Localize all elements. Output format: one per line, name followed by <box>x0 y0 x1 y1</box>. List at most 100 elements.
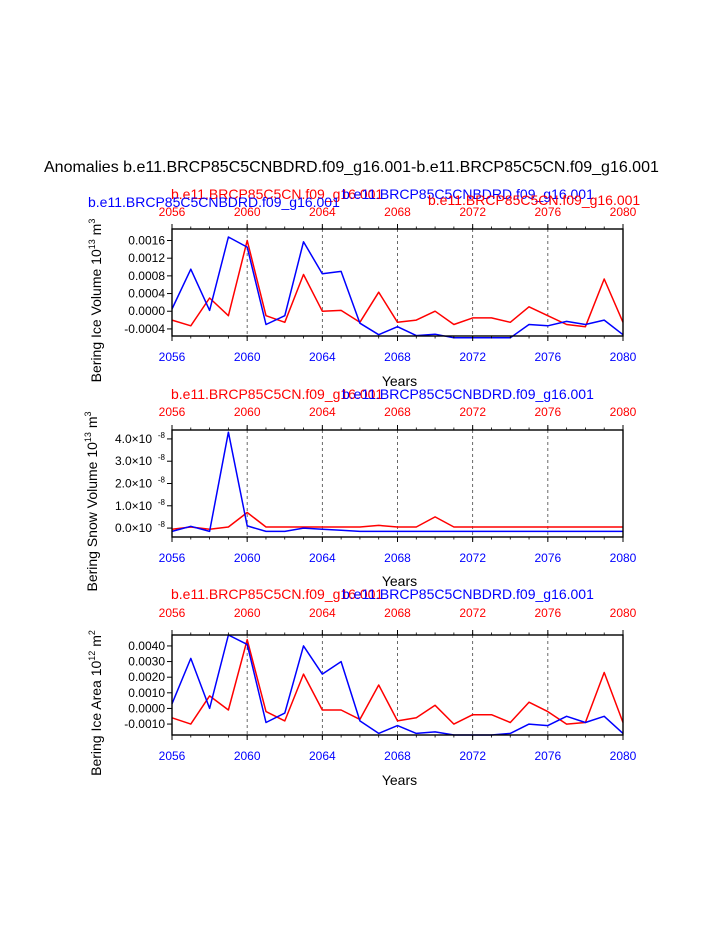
y-tick-label: 0.0008 <box>128 269 165 283</box>
x-tick-label-top: 2076 <box>534 205 561 219</box>
series-line-blue <box>171 431 623 533</box>
x-tick-label-top: 2056 <box>159 405 186 419</box>
y-tick-label: 0.0040 <box>128 639 165 653</box>
x-tick-label-top: 2080 <box>610 205 637 219</box>
y-tick-label: 0.0×10 <box>115 521 152 535</box>
y-axis-label-unit: m <box>88 224 104 236</box>
y-tick-label: 0.0016 <box>128 233 165 247</box>
x-tick-label-bottom: 2056 <box>159 551 186 565</box>
y-tick-exponent: -8 <box>158 498 166 507</box>
y-axis-label-main: Bering Ice Area 10 <box>88 660 104 775</box>
x-tick-label-bottom: 2072 <box>459 551 486 565</box>
panel-3: 2056 2056 2060 2060 2064 2064 2068 2068 2072 2072… <box>87 586 637 788</box>
y-axis-label: Bering Ice Volume 1013 m3 <box>87 219 104 383</box>
x-tick-label-top: 2064 <box>309 606 336 620</box>
series-line-red <box>171 511 623 530</box>
blue-series-label-top: b.e11.BRCP85C5CNBDRD.f09_g16.001 <box>342 186 594 202</box>
x-tick-label-top: 2076 <box>534 405 561 419</box>
x-axis-label: Years <box>382 373 417 389</box>
y-axis-label-exp: 13 <box>87 239 97 249</box>
y-axis-label: Bering Snow Volume 1013 m3 <box>83 411 100 591</box>
x-tick-label-bottom: 2064 <box>309 551 336 565</box>
x-tick-label-bottom: 2060 <box>234 749 261 763</box>
blue-series-label: b.e11.BRCP85C5CNBDRD.f09_g16.001 <box>342 586 594 602</box>
y-tick-label: 0.0004 <box>128 287 165 301</box>
red-series-label: b.e11.BRCP85C5CN.f09_g16.001 <box>171 186 383 202</box>
y-axis-label-exp: 13 <box>83 432 93 442</box>
x-tick-label-top: 2076 <box>534 606 561 620</box>
x-tick-label-top: 2060 <box>234 205 261 219</box>
y-tick-mantissa: 1.0×10 <box>115 499 152 513</box>
y-axis-label-main: Bering Ice Volume 10 <box>88 249 104 382</box>
x-tick-label-top: 2072 <box>459 205 486 219</box>
blue-series-label: b.e11.BRCP85C5CNBDRD.f09_g16.001 <box>342 386 594 402</box>
x-tick-label-top: 2060 <box>234 405 261 419</box>
y-tick-exponent: -8 <box>158 453 166 462</box>
x-tick-label-top: 2080 <box>610 606 637 620</box>
panel-2: 2056 2056 2060 2060 2064 2064 2068 2068 2072 2072… <box>83 386 637 592</box>
y-tick-label: 0.0012 <box>128 251 165 265</box>
y-tick-label: -0.0010 <box>124 717 165 731</box>
series-line-red <box>171 638 624 725</box>
x-tick-label-bottom: 2056 <box>159 350 186 364</box>
x-tick-label-bottom: 2080 <box>610 350 637 364</box>
series-line-blue <box>171 634 624 736</box>
y-axis-label-unit-exp: 3 <box>87 219 97 224</box>
y-tick-label: 3.0×10 <box>115 454 152 468</box>
x-tick-label-bottom: 2060 <box>234 551 261 565</box>
x-tick-label-top: 2068 <box>384 606 411 620</box>
y-axis-label-unit-exp: 2 <box>87 630 97 635</box>
x-tick-label-bottom: 2064 <box>309 350 336 364</box>
y-tick-label: 0.0000 <box>128 701 165 715</box>
x-tick-label-bottom: 2080 <box>610 749 637 763</box>
x-tick-label-top: 2080 <box>610 405 637 419</box>
y-axis-label-main: Bering Snow Volume 10 <box>84 442 100 592</box>
x-tick-label-bottom: 2080 <box>610 551 637 565</box>
x-tick-label-top: 2064 <box>309 405 336 419</box>
x-tick-label-bottom: 2076 <box>534 551 561 565</box>
y-tick-label: 0.0030 <box>128 655 165 669</box>
x-tick-label-bottom: 2072 <box>459 749 486 763</box>
x-tick-label-top: 2068 <box>384 205 411 219</box>
x-tick-label-top: 2068 <box>384 405 411 419</box>
blue-series-label: b.e11.BRCP85C5CNBDRD.f09_g16.001 <box>88 194 340 210</box>
y-axis-label-unit-exp: 3 <box>83 411 93 416</box>
y-tick-exponent: -8 <box>158 520 166 529</box>
y-tick-exponent: -8 <box>158 431 166 440</box>
panel-1: 2056 2056 2060 2060 2064 2064 2068 2068 2072 2072… <box>87 186 640 389</box>
x-axis-label: Years <box>382 573 417 589</box>
y-tick-mantissa: 0.0×10 <box>115 521 152 535</box>
x-tick-label-bottom: 2072 <box>459 350 486 364</box>
y-tick-label: -0.0004 <box>124 322 165 336</box>
red-series-label: b.e11.BRCP85C5CN.f09_g16.001 <box>171 386 383 402</box>
x-tick-label-bottom: 2064 <box>309 749 336 763</box>
x-tick-label-top: 2072 <box>459 606 486 620</box>
x-tick-label-bottom: 2068 <box>384 551 411 565</box>
x-tick-label-bottom: 2068 <box>384 749 411 763</box>
y-tick-mantissa: 2.0×10 <box>115 477 152 491</box>
y-axis-label: Bering Ice Area 1012 m2 <box>87 630 104 776</box>
y-axis-label-unit: m <box>88 635 104 647</box>
x-axis-label: Years <box>382 772 417 788</box>
x-tick-label-top: 2056 <box>159 205 186 219</box>
x-tick-label-bottom: 2068 <box>384 350 411 364</box>
chart-title: Anomalies b.e11.BRCP85C5CNBDRD.f09_g16.0… <box>44 159 659 176</box>
x-tick-label-top: 2064 <box>309 205 336 219</box>
x-tick-label-bottom: 2076 <box>534 749 561 763</box>
y-tick-label: 4.0×10 <box>115 432 152 446</box>
y-axis-label-unit: m <box>84 417 100 429</box>
x-tick-label-top: 2056 <box>159 606 186 620</box>
y-tick-label: 0.0010 <box>128 686 165 700</box>
x-tick-label-top: 2072 <box>459 405 486 419</box>
x-tick-label-bottom: 2060 <box>234 350 261 364</box>
x-tick-label-bottom: 2056 <box>159 749 186 763</box>
red-series-label-right: b.e11.BRCP85C5CN.f09_g16.001 <box>428 192 640 208</box>
x-tick-label-bottom: 2076 <box>534 350 561 364</box>
y-axis-label-exp: 12 <box>87 651 97 661</box>
y-tick-label: 1.0×10 <box>115 499 152 513</box>
y-tick-label: 2.0×10 <box>115 477 152 491</box>
y-tick-mantissa: 4.0×10 <box>115 432 152 446</box>
panels: 2056 2056 2060 2060 2064 2064 2068 2068 2072 2072… <box>83 186 640 788</box>
